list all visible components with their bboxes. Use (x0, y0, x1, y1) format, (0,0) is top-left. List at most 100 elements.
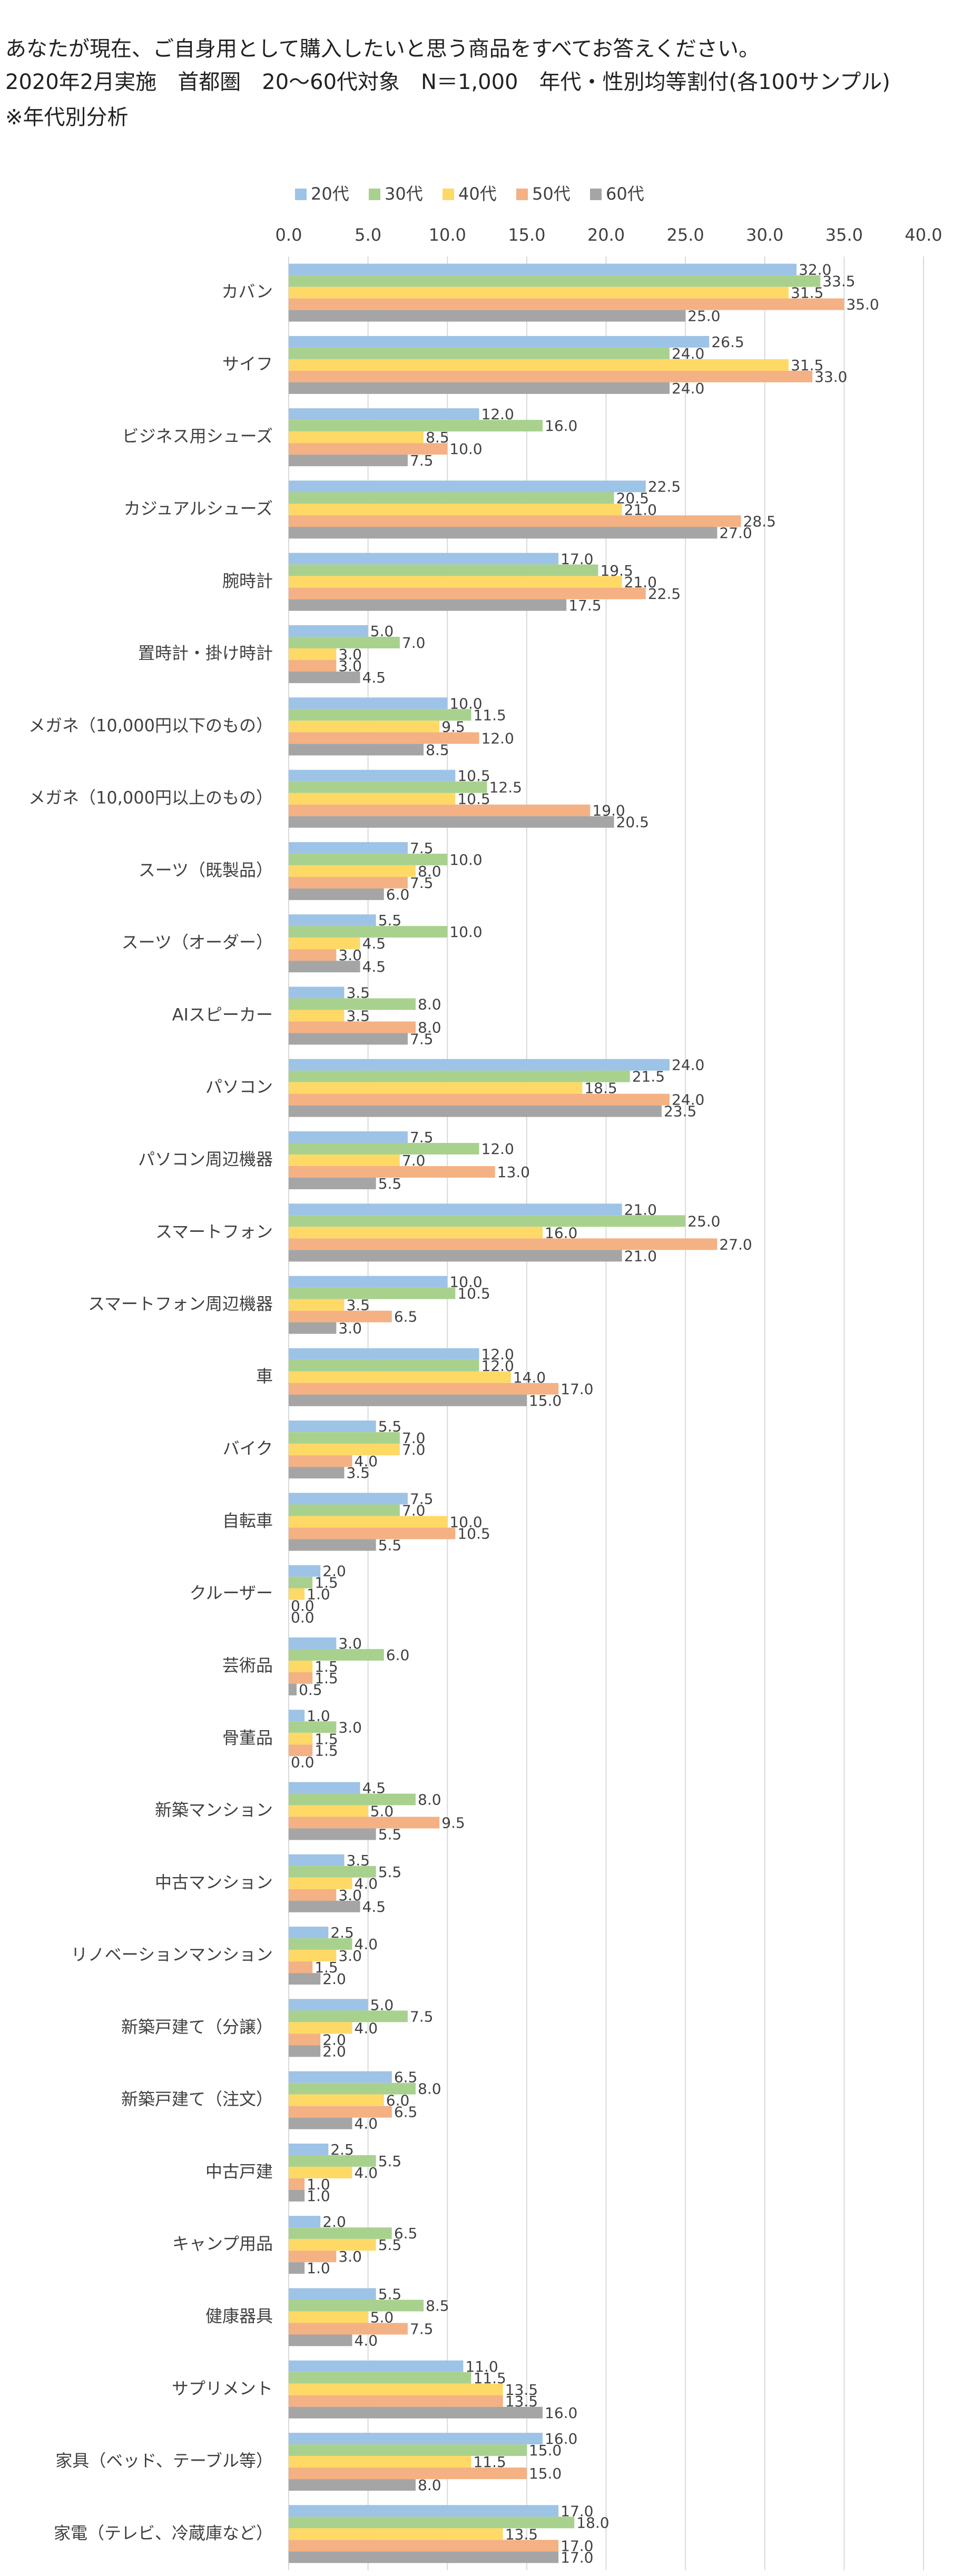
bar (289, 2239, 376, 2251)
value-label: 12.5 (489, 779, 522, 796)
bar (289, 1828, 376, 1840)
value-label: 8.0 (418, 1019, 441, 1036)
bar (289, 1504, 400, 1516)
bar (289, 1166, 495, 1178)
value-label: 7.5 (410, 2321, 434, 2338)
bar (289, 865, 416, 877)
legend-label: 20代 (311, 184, 349, 204)
value-label: 8.0 (418, 2476, 441, 2494)
bar (289, 1131, 408, 1143)
bar (289, 1082, 583, 1094)
bar (289, 1527, 456, 1539)
bar (289, 1877, 352, 1889)
bar (289, 1215, 686, 1227)
y-tick-label: スマートフォン (155, 1221, 273, 1241)
bar (289, 1394, 527, 1406)
value-label: 4.5 (362, 1898, 386, 1916)
y-tick-label: パソコン (205, 1077, 273, 1097)
bar (289, 1637, 337, 1649)
bar (289, 1432, 400, 1444)
value-label: 17.0 (561, 1380, 593, 1398)
bar (289, 888, 384, 900)
value-label: 10.5 (457, 1285, 490, 1302)
value-label: 3.0 (338, 646, 362, 663)
bar (289, 2155, 376, 2167)
bar (289, 2045, 321, 2057)
bar (289, 697, 448, 709)
bar (289, 1322, 337, 1334)
bar (289, 2456, 471, 2468)
value-label: 5.5 (378, 2153, 402, 2170)
value-label: 13.0 (497, 1163, 530, 1181)
bar (289, 455, 408, 467)
bar (289, 443, 448, 455)
bar (289, 914, 376, 926)
bar (289, 2034, 321, 2046)
value-label: 1.0 (307, 2187, 330, 2205)
bar (289, 926, 448, 938)
bar (289, 1227, 543, 1239)
y-tick-label: AIスピーカー (172, 1004, 273, 1024)
bar (289, 1348, 479, 1360)
value-label: 4.0 (355, 1875, 378, 1892)
x-tick-label: 5.0 (355, 225, 381, 245)
value-label: 0.0 (291, 1753, 315, 1771)
chart-note: ※年代別分析 (5, 105, 129, 130)
bar (289, 347, 670, 359)
value-label: 4.0 (355, 2164, 378, 2182)
value-label: 27.0 (719, 524, 752, 541)
value-label: 1.0 (307, 2176, 330, 2193)
value-label: 2.0 (322, 1970, 346, 1988)
chart-title: あなたが現在、ご自身用として購入したいと思う商品をすべてお答えください。 (5, 37, 760, 61)
value-label: 35.0 (846, 296, 879, 313)
bar (289, 2178, 305, 2190)
y-tick-label: バイク (223, 1438, 273, 1458)
value-label: 27.0 (719, 1236, 752, 1253)
bar (289, 1782, 360, 1794)
bar (289, 552, 559, 565)
y-tick-label: 中古マンション (155, 1872, 273, 1892)
value-label: 4.0 (355, 1453, 378, 1470)
bar (289, 2433, 543, 2445)
legend-swatch (369, 189, 380, 200)
value-label: 8.5 (426, 741, 449, 758)
value-label: 0.0 (291, 1609, 315, 1626)
value-label: 1.5 (315, 1670, 338, 1687)
bar (289, 1383, 559, 1395)
value-label: 2.0 (322, 1563, 346, 1580)
bar (289, 816, 614, 828)
bar (289, 2540, 559, 2552)
value-label: 1.0 (307, 1586, 330, 1603)
bar (289, 1672, 313, 1684)
value-label: 24.0 (672, 1057, 704, 1074)
value-label: 20.5 (616, 814, 649, 831)
bar (289, 1973, 321, 1985)
bar (289, 2189, 305, 2202)
value-label: 15.0 (529, 2442, 562, 2459)
value-label: 21.0 (624, 1247, 657, 1265)
bar (289, 2516, 575, 2529)
y-tick-label: 家具（ベッド、テーブル等） (55, 2451, 273, 2471)
bar (289, 1467, 345, 1479)
bar (289, 1444, 400, 1456)
value-label: 1.5 (315, 1658, 338, 1675)
bar (289, 2505, 559, 2517)
value-label: 1.5 (315, 1742, 338, 1759)
bar (289, 1660, 313, 1672)
value-label: 10.0 (449, 851, 482, 868)
value-label: 8.0 (418, 2080, 441, 2098)
value-label: 7.5 (410, 1490, 434, 1507)
bar (289, 408, 479, 420)
bar (289, 937, 360, 950)
x-tick-label: 35.0 (826, 225, 863, 245)
bar (289, 1033, 408, 1045)
value-label: 6.0 (386, 886, 410, 903)
bar (289, 1287, 456, 1299)
value-label: 33.5 (822, 273, 855, 290)
bar (289, 1565, 321, 1577)
value-label: 7.0 (402, 1429, 426, 1447)
bar (289, 2022, 352, 2034)
value-label: 1.0 (307, 2259, 330, 2277)
value-label: 25.0 (687, 308, 720, 325)
